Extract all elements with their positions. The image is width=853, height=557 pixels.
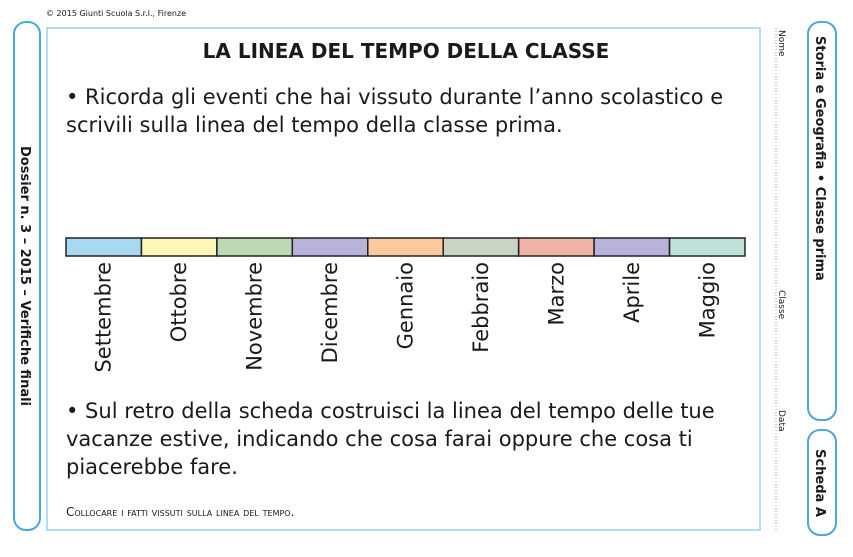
timeline-segment bbox=[668, 237, 746, 257]
instruction: • Ricorda gli eventi che hai vissuto dur… bbox=[66, 85, 723, 137]
timeline-segment bbox=[517, 237, 595, 257]
month-label: Febbraio bbox=[469, 262, 493, 353]
instruction-line: • Sul retro della scheda costruisci la l… bbox=[66, 399, 715, 423]
timeline-segment bbox=[216, 237, 294, 257]
month-label: Dicembre bbox=[318, 262, 342, 363]
month-label: Aprile bbox=[620, 262, 644, 323]
right-tab: Storia e Geografia • Classe prima bbox=[812, 36, 827, 281]
instruction-line: piacerebbe fare. bbox=[66, 455, 238, 479]
month-label: Novembre bbox=[243, 262, 267, 371]
instruction-line: • Ricorda gli eventi che hai vissuto dur… bbox=[66, 85, 723, 109]
sheet-tab-frame bbox=[807, 429, 837, 536]
instruction-line: scrivili sulla linea del tempo della cla… bbox=[66, 113, 563, 137]
timeline-segment bbox=[442, 237, 520, 257]
timeline-segment bbox=[367, 237, 444, 257]
timeline: Settembre Ottobre Novembre Dicembre Gennaio F… bbox=[65, 237, 746, 373]
month-label: Settembre bbox=[92, 262, 116, 373]
right-tab-frame bbox=[807, 21, 837, 421]
month-label: Marzo bbox=[544, 262, 568, 326]
timeline-segment bbox=[291, 237, 369, 257]
timeline-segment bbox=[593, 237, 671, 257]
field-label: Data bbox=[776, 410, 786, 432]
left-tab-frame bbox=[13, 21, 41, 531]
timeline-segment bbox=[65, 237, 143, 257]
copyright: © 2015 Giunti Scuola S.r.l., Firenze bbox=[46, 9, 186, 18]
left-tab: Dossier n. 3 – 2015 – Verifiche finali bbox=[17, 146, 32, 406]
sheet-tab: Scheda A bbox=[812, 449, 827, 517]
instruction-line: vacanze estive, indicando che cosa farai… bbox=[66, 427, 693, 451]
title: LA LINEA DEL TEMPO DELLA CLASSE bbox=[203, 39, 610, 63]
month-label: Maggio bbox=[695, 262, 719, 338]
timeline-segment bbox=[140, 237, 218, 257]
month-label: Gennaio bbox=[394, 262, 418, 349]
field-label: Nome bbox=[776, 30, 786, 57]
instruction: • Sul retro della scheda costruisci la l… bbox=[66, 399, 715, 479]
field-label: Classe bbox=[776, 290, 786, 320]
main-frame bbox=[46, 27, 761, 531]
footer: Collocare i fatti vissuti sulla linea de… bbox=[66, 505, 294, 519]
month-label: Ottobre bbox=[167, 262, 191, 342]
